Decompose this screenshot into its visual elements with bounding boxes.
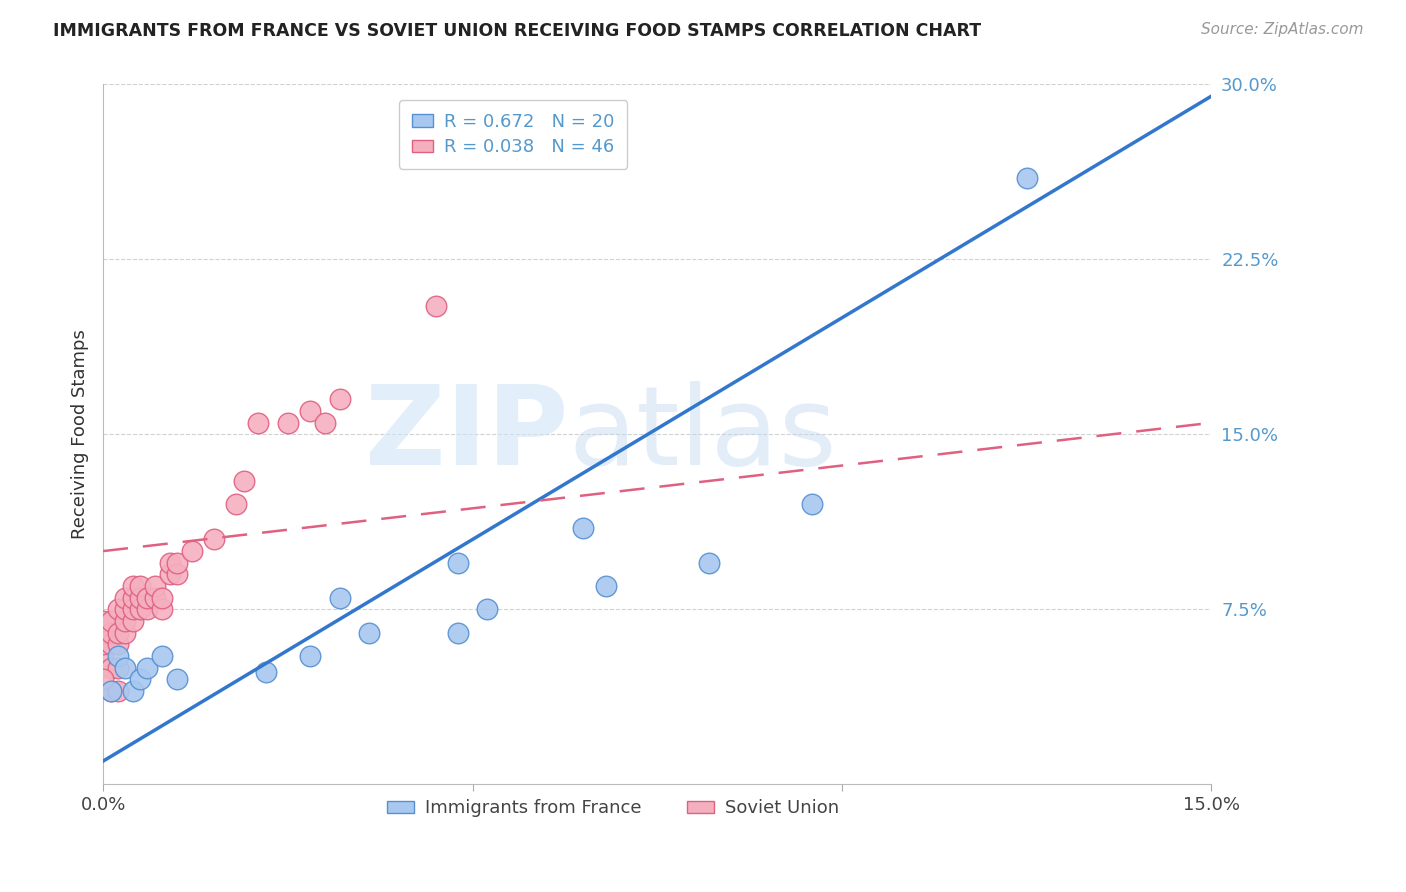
Point — [100, 684, 122, 698]
Point — [100, 625, 122, 640]
Point — [150, 591, 173, 605]
Point — [107, 649, 129, 664]
Point — [166, 673, 188, 687]
Point — [329, 591, 352, 605]
Point — [232, 474, 254, 488]
Point — [114, 625, 136, 640]
Point — [121, 602, 143, 616]
Point — [121, 684, 143, 698]
Point — [91, 625, 114, 640]
Point — [159, 556, 181, 570]
Point — [107, 684, 129, 698]
Point — [114, 602, 136, 616]
Point — [114, 591, 136, 605]
Point — [121, 591, 143, 605]
Point — [298, 649, 321, 664]
Point — [129, 591, 152, 605]
Point — [136, 661, 159, 675]
Point — [180, 544, 202, 558]
Point — [91, 637, 114, 651]
Point — [107, 637, 129, 651]
Point — [129, 602, 152, 616]
Point — [150, 602, 173, 616]
Point — [447, 556, 470, 570]
Point — [697, 556, 720, 570]
Point — [166, 556, 188, 570]
Point — [425, 299, 447, 313]
Point — [572, 521, 595, 535]
Point — [254, 665, 277, 680]
Point — [129, 579, 152, 593]
Point — [801, 498, 824, 512]
Point — [107, 602, 129, 616]
Point — [114, 614, 136, 628]
Y-axis label: Receiving Food Stamps: Receiving Food Stamps — [72, 329, 89, 540]
Point — [100, 637, 122, 651]
Text: ZIP: ZIP — [366, 381, 568, 488]
Point — [107, 661, 129, 675]
Point — [121, 614, 143, 628]
Point — [1015, 170, 1038, 185]
Point — [447, 625, 470, 640]
Text: Source: ZipAtlas.com: Source: ZipAtlas.com — [1201, 22, 1364, 37]
Point — [91, 673, 114, 687]
Point — [107, 625, 129, 640]
Point — [136, 602, 159, 616]
Point — [129, 673, 152, 687]
Point — [100, 661, 122, 675]
Point — [121, 579, 143, 593]
Point — [159, 567, 181, 582]
Point — [247, 416, 270, 430]
Point — [595, 579, 617, 593]
Text: IMMIGRANTS FROM FRANCE VS SOVIET UNION RECEIVING FOOD STAMPS CORRELATION CHART: IMMIGRANTS FROM FRANCE VS SOVIET UNION R… — [53, 22, 981, 40]
Point — [298, 404, 321, 418]
Point — [477, 602, 499, 616]
Point — [91, 614, 114, 628]
Point — [114, 661, 136, 675]
Point — [150, 649, 173, 664]
Text: atlas: atlas — [568, 381, 837, 488]
Point — [100, 614, 122, 628]
Point — [329, 392, 352, 407]
Point — [136, 591, 159, 605]
Legend: Immigrants from France, Soviet Union: Immigrants from France, Soviet Union — [380, 792, 846, 824]
Point — [202, 533, 225, 547]
Point — [143, 591, 166, 605]
Point — [314, 416, 336, 430]
Point — [359, 625, 381, 640]
Point — [277, 416, 299, 430]
Point — [100, 684, 122, 698]
Point — [91, 649, 114, 664]
Point — [166, 567, 188, 582]
Point — [225, 498, 247, 512]
Point — [143, 579, 166, 593]
